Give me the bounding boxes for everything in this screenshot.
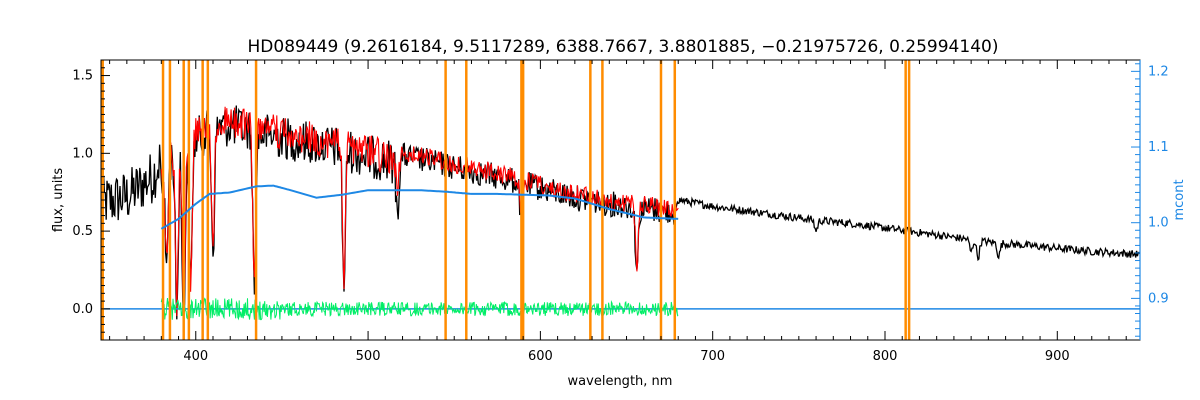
x-tick-label: 800 <box>873 349 898 364</box>
y-right-tick-label: 1.2 <box>1148 64 1169 79</box>
y-axis-right-label: mcont <box>1172 179 1187 220</box>
y-right-tick-label: 1.1 <box>1148 140 1169 155</box>
y-tick-label: 0.0 <box>72 302 93 317</box>
x-tick-label: 900 <box>1045 349 1070 364</box>
residual-line <box>160 297 679 321</box>
observed-spectrum-line <box>101 105 1140 320</box>
x-tick-label: 400 <box>183 349 208 364</box>
model-spectrum-line <box>160 106 679 320</box>
x-axis-label: wavelength, nm <box>568 374 673 389</box>
x-tick-label: 700 <box>700 349 725 364</box>
chart-title: HD089449 (9.2616184, 9.5117289, 6388.766… <box>248 37 999 57</box>
x-tick-label: 500 <box>356 349 381 364</box>
y-right-tick-label: 1.0 <box>1148 216 1169 231</box>
x-tick-label: 600 <box>528 349 553 364</box>
y-tick-label: 1.5 <box>72 69 93 84</box>
y-right-tick-label: 0.9 <box>1148 291 1169 306</box>
y-axis-label: flux, units <box>51 168 66 233</box>
continuum-line <box>160 184 679 230</box>
y-tick-label: 1.0 <box>72 146 93 161</box>
y-tick-label: 0.5 <box>72 224 93 239</box>
